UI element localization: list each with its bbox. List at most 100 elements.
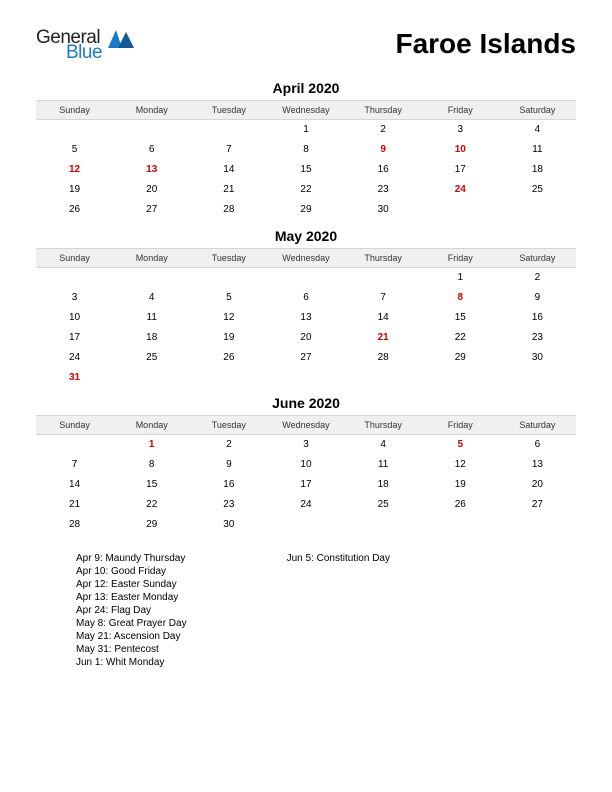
- calendar-cell: [422, 515, 499, 535]
- day-header: Sunday: [36, 101, 113, 120]
- day-header: Monday: [113, 248, 190, 267]
- holiday-item: May 31: Pentecost: [76, 644, 187, 655]
- calendar-cell: [345, 267, 422, 287]
- calendar-cell: 15: [422, 307, 499, 327]
- calendar-cell: 14: [36, 475, 113, 495]
- calendar-cell: [190, 120, 267, 140]
- day-header: Saturday: [499, 248, 576, 267]
- calendar-cell: 29: [113, 515, 190, 535]
- calendar-cell: 27: [113, 200, 190, 220]
- calendar-cell: 4: [345, 435, 422, 455]
- calendar-cell: 19: [36, 180, 113, 200]
- holiday-item: May 8: Great Prayer Day: [76, 618, 187, 629]
- day-header: Thursday: [345, 248, 422, 267]
- calendar-cell: [113, 267, 190, 287]
- calendar-cell: 2: [190, 435, 267, 455]
- calendar-row: 3456789: [36, 287, 576, 307]
- calendar-cell: 3: [422, 120, 499, 140]
- calendar-cell: 1: [422, 267, 499, 287]
- calendar-cell: 1: [113, 435, 190, 455]
- calendar-table: SundayMondayTuesdayWednesdayThursdayFrid…: [36, 100, 576, 220]
- calendar-cell: 10: [36, 307, 113, 327]
- calendar-row: 123456: [36, 435, 576, 455]
- holiday-item: Jun 5: Constitution Day: [287, 553, 390, 564]
- calendar-cell: 15: [267, 160, 344, 180]
- holidays-list: Apr 9: Maundy ThursdayApr 10: Good Frida…: [36, 553, 576, 668]
- calendar-cell: [499, 200, 576, 220]
- calendar-cell: [36, 267, 113, 287]
- calendar-cell: 9: [190, 455, 267, 475]
- calendar-cell: 23: [345, 180, 422, 200]
- month-block: May 2020SundayMondayTuesdayWednesdayThur…: [36, 228, 576, 388]
- calendar-cell: [190, 367, 267, 387]
- day-header: Monday: [113, 416, 190, 435]
- calendar-cell: 24: [267, 495, 344, 515]
- calendar-cell: 28: [190, 200, 267, 220]
- calendar-cell: 7: [190, 140, 267, 160]
- calendar-cell: 31: [36, 367, 113, 387]
- calendar-cell: 13: [499, 455, 576, 475]
- calendar-cell: 10: [422, 140, 499, 160]
- day-header: Tuesday: [190, 248, 267, 267]
- logo-icon: [108, 30, 134, 57]
- calendar-cell: 15: [113, 475, 190, 495]
- calendar-cell: 30: [499, 347, 576, 367]
- calendar-row: 31: [36, 367, 576, 387]
- calendar-cell: 14: [190, 160, 267, 180]
- calendar-cell: 11: [113, 307, 190, 327]
- calendar-cell: 29: [422, 347, 499, 367]
- calendar-cell: 10: [267, 455, 344, 475]
- calendar-cell: 9: [345, 140, 422, 160]
- calendar-cell: 5: [190, 287, 267, 307]
- calendar-row: 12131415161718: [36, 160, 576, 180]
- calendar-cell: 24: [422, 180, 499, 200]
- calendar-row: 282930: [36, 515, 576, 535]
- calendar-cell: 25: [499, 180, 576, 200]
- holiday-item: Apr 10: Good Friday: [76, 566, 187, 577]
- calendar-cell: 16: [190, 475, 267, 495]
- calendar-cell: 25: [345, 495, 422, 515]
- day-header: Tuesday: [190, 101, 267, 120]
- day-header: Wednesday: [267, 101, 344, 120]
- calendar-row: 24252627282930: [36, 347, 576, 367]
- calendar-cell: 17: [422, 160, 499, 180]
- calendar-cell: 6: [267, 287, 344, 307]
- calendar-row: 2627282930: [36, 200, 576, 220]
- calendar-cell: 14: [345, 307, 422, 327]
- calendar-cell: 11: [345, 455, 422, 475]
- calendar-cell: [267, 267, 344, 287]
- month-title: May 2020: [36, 228, 576, 244]
- day-header: Saturday: [499, 416, 576, 435]
- day-header: Friday: [422, 248, 499, 267]
- month-title: June 2020: [36, 395, 576, 411]
- header: General Blue Faroe Islands: [36, 28, 576, 62]
- calendar-cell: 4: [113, 287, 190, 307]
- calendar-cell: 3: [267, 435, 344, 455]
- calendar-row: 12: [36, 267, 576, 287]
- day-header: Wednesday: [267, 416, 344, 435]
- calendar-cell: 22: [422, 327, 499, 347]
- page-title: Faroe Islands: [395, 28, 576, 60]
- calendar-cell: 30: [345, 200, 422, 220]
- calendar-cell: 17: [267, 475, 344, 495]
- calendar-cell: 27: [499, 495, 576, 515]
- holiday-item: Apr 12: Easter Sunday: [76, 579, 187, 590]
- calendar-cell: 5: [36, 140, 113, 160]
- calendar-cell: 6: [113, 140, 190, 160]
- calendar-cell: 27: [267, 347, 344, 367]
- calendar-cell: 20: [267, 327, 344, 347]
- calendar-row: 21222324252627: [36, 495, 576, 515]
- calendar-row: 19202122232425: [36, 180, 576, 200]
- calendar-cell: 30: [190, 515, 267, 535]
- calendar-cell: 7: [345, 287, 422, 307]
- calendar-cell: 13: [267, 307, 344, 327]
- calendar-cell: 18: [113, 327, 190, 347]
- holiday-item: Apr 13: Easter Monday: [76, 592, 187, 603]
- calendar-cell: 8: [422, 287, 499, 307]
- calendar-cell: [345, 367, 422, 387]
- calendar-cell: 18: [499, 160, 576, 180]
- calendar-cell: 9: [499, 287, 576, 307]
- calendar-table: SundayMondayTuesdayWednesdayThursdayFrid…: [36, 415, 576, 535]
- calendar-cell: [345, 515, 422, 535]
- calendar-cell: 4: [499, 120, 576, 140]
